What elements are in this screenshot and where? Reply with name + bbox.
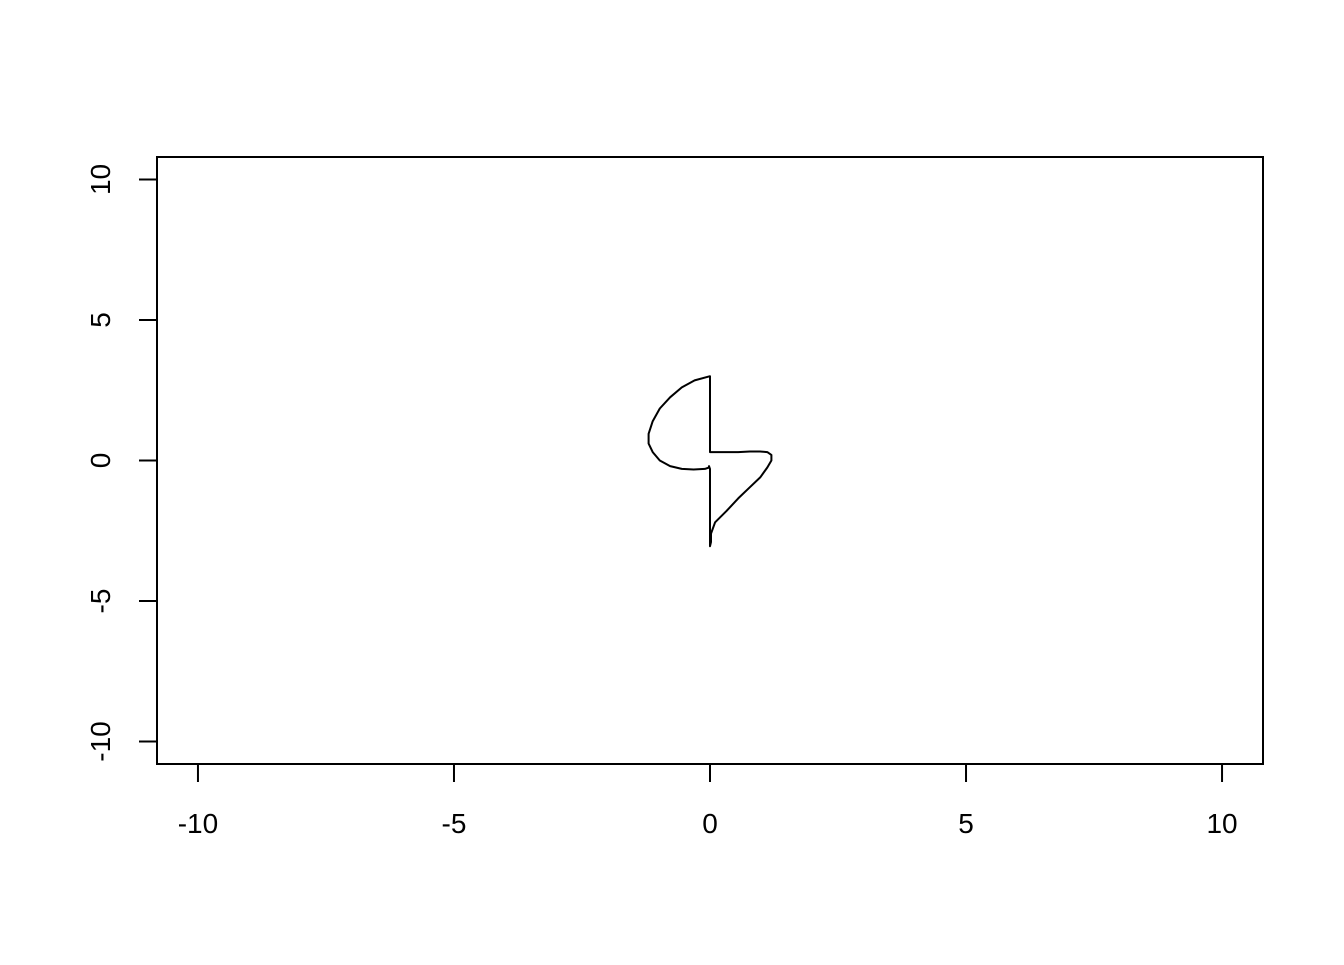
x-tick-label: 0 bbox=[702, 808, 718, 839]
x-tick-label: 10 bbox=[1206, 808, 1237, 839]
x-tick-label: -5 bbox=[442, 808, 467, 839]
series-line bbox=[647, 375, 773, 548]
y-tick-label: -5 bbox=[85, 589, 116, 614]
series-layer bbox=[647, 375, 773, 548]
y-tick-label: 10 bbox=[85, 164, 116, 195]
x-tick-label: -10 bbox=[178, 808, 218, 839]
x-tick-label: 5 bbox=[958, 808, 974, 839]
plot-frame bbox=[156, 156, 1264, 765]
y-tick-label: -10 bbox=[85, 721, 116, 761]
y-axis: -10 -5 0 5 10 bbox=[85, 164, 158, 762]
y-tick-label: 0 bbox=[85, 453, 116, 469]
y-tick-label: 5 bbox=[85, 312, 116, 328]
x-axis: -10 -5 0 5 10 bbox=[178, 763, 1238, 839]
